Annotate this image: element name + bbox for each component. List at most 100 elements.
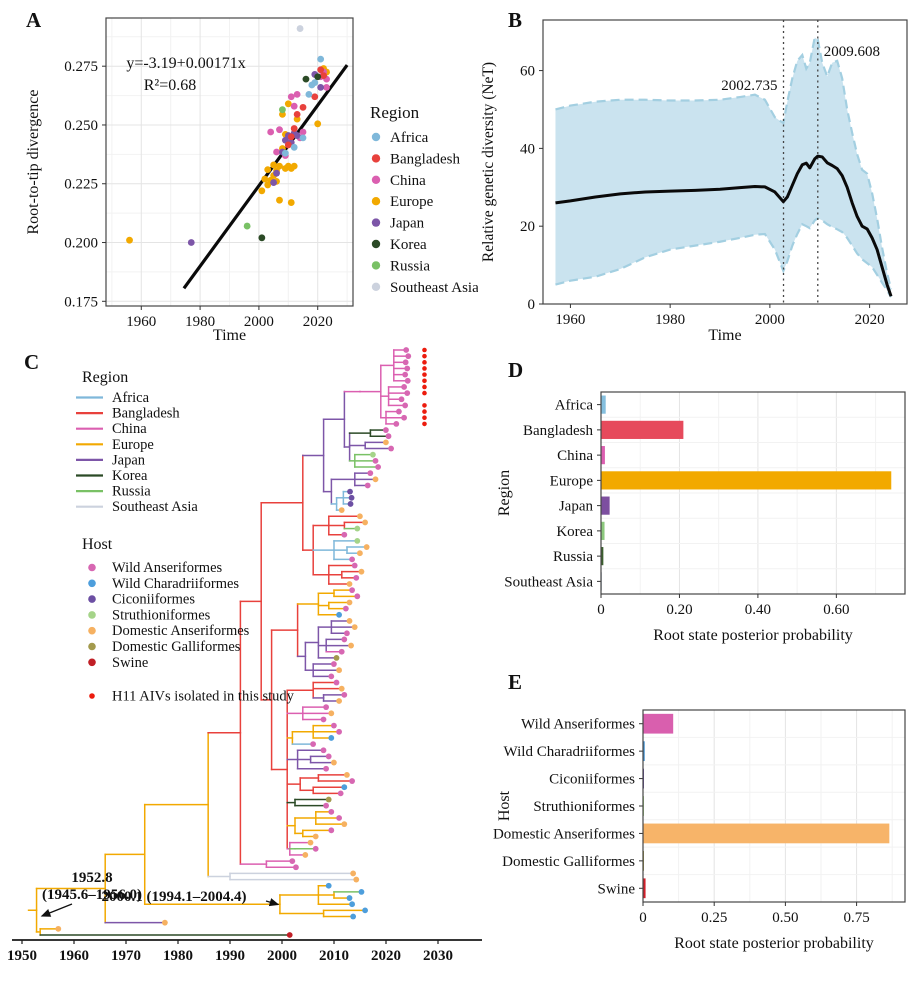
panel-d-label: D	[508, 358, 524, 382]
panel-border	[542, 19, 908, 305]
tip-wa	[401, 414, 407, 421]
tree	[27, 347, 427, 938]
tip-ci	[348, 494, 355, 501]
tip-wa	[402, 371, 409, 378]
legend-label: Korea	[390, 237, 427, 253]
category-label: Europe	[550, 473, 594, 489]
tip-wc	[325, 882, 332, 889]
x-tick-label: 1950	[7, 948, 37, 964]
region-legend-label: Russia	[112, 484, 151, 500]
proof-watermark: C X	[130, 948, 730, 983]
host-legend-label: Ciconiiformes	[112, 592, 195, 608]
host-legend-label: Wild Anseriformes	[112, 560, 223, 576]
category-label: Korea	[556, 524, 593, 540]
tip-da	[341, 821, 348, 828]
category-label: Domestic Galliformes	[502, 854, 635, 870]
region-legend-label: Japan	[112, 452, 146, 468]
tip-wa	[383, 427, 389, 433]
tip-st	[354, 537, 361, 544]
tip-wa	[349, 556, 355, 563]
hpd-upper-edge	[555, 35, 893, 290]
region-legend-label: Africa	[112, 390, 150, 406]
tip-da	[383, 439, 389, 446]
tip-wa	[402, 359, 409, 366]
root-annotation-arrow	[40, 903, 73, 917]
data-point	[320, 72, 327, 79]
host-swatch-ci	[88, 595, 96, 603]
x-axis-title: Time	[213, 327, 246, 344]
legend-label: Europe	[390, 194, 434, 210]
data-point	[287, 133, 295, 141]
host-swatch-wc	[88, 579, 96, 588]
bar-russia	[601, 547, 604, 566]
bar-domestic-anseriformes	[643, 823, 890, 844]
tip-wa	[323, 802, 329, 809]
tip-ci	[347, 501, 354, 507]
x-tick-label: 2000	[267, 948, 297, 964]
tip-wa	[364, 482, 371, 489]
category-label: Wild Anseriformes	[521, 717, 635, 733]
tip-wc	[341, 784, 348, 791]
h11-marker	[422, 360, 427, 365]
data-point	[258, 234, 266, 242]
tip-da	[55, 925, 62, 932]
legend-label: Russia	[390, 258, 430, 274]
category-label: Japan	[559, 499, 594, 515]
legend-label: China	[390, 173, 426, 189]
category-label: China	[557, 448, 593, 464]
x-tick-label: 0.20	[666, 602, 692, 618]
h11-marker	[422, 421, 427, 427]
y-tick-label: 40	[520, 141, 535, 157]
data-point	[299, 134, 307, 142]
data-point	[290, 102, 298, 110]
tip-wa	[289, 858, 296, 865]
tip-da	[338, 685, 345, 692]
tip-wa	[325, 753, 332, 760]
x-tick-label: 0.75	[843, 910, 869, 926]
y-axis-title: Host	[496, 790, 513, 821]
genetic-diversity-skyline-plot: 2002.735 2009.608 1960 1980 2000 2020 0 20 40 60 T…	[480, 19, 908, 344]
tip-da	[331, 759, 337, 766]
data-point	[270, 161, 278, 169]
data-point	[287, 199, 295, 206]
panel-d-region-bars: Africa Bangladesh China Europe Japan Korea Rus…	[493, 352, 923, 660]
tip-da	[346, 581, 353, 587]
legend-swatch-c	[371, 175, 381, 184]
tip-wa	[396, 408, 402, 415]
x-tick-label: 2030	[423, 948, 453, 964]
y-tick-label: 0.200	[64, 236, 98, 252]
tip-ci	[347, 488, 353, 495]
data-point	[317, 66, 325, 74]
x-tick-label: 2020	[855, 312, 885, 328]
data-point	[311, 93, 319, 101]
panel-e-host-bars: Wild Anseriformes Wild Charadriiformes Cic…	[493, 668, 923, 976]
x-tick-label: 1960	[555, 312, 585, 328]
tip-wa	[323, 765, 329, 772]
event-label: 2009.608	[824, 44, 880, 60]
tip-wa	[337, 790, 344, 797]
tip-da	[353, 876, 360, 883]
region-root-state-bar-chart: Africa Bangladesh China Europe Japan Korea Rus…	[496, 391, 906, 644]
panel-border	[642, 709, 906, 903]
tip-da	[162, 919, 168, 926]
legend-swatch-k	[371, 239, 381, 249]
host-legend-label: Domestic Galliformes	[112, 639, 241, 655]
host-swatch-sw	[88, 658, 96, 667]
tip-wa	[331, 661, 337, 667]
tip-wa	[336, 815, 342, 821]
node-age-annotation: 2000.1 (1994.1–2004.4)	[102, 889, 247, 905]
tip-wa	[293, 864, 299, 871]
tip-wa	[388, 445, 394, 452]
host-legend-label: Wild Charadriiformes	[112, 576, 239, 592]
tip-wa	[354, 593, 361, 600]
tip-dg	[325, 796, 332, 803]
tip-wa	[404, 377, 411, 384]
panel-b-label: B	[508, 8, 523, 32]
category-label: Russia	[553, 549, 593, 565]
host-swatch-wa	[88, 563, 96, 572]
tip-wc	[362, 907, 368, 914]
h11-marker	[422, 415, 427, 421]
x-tick-label: 2000	[244, 314, 274, 330]
data-point	[279, 106, 286, 114]
tip-wa	[405, 353, 412, 360]
